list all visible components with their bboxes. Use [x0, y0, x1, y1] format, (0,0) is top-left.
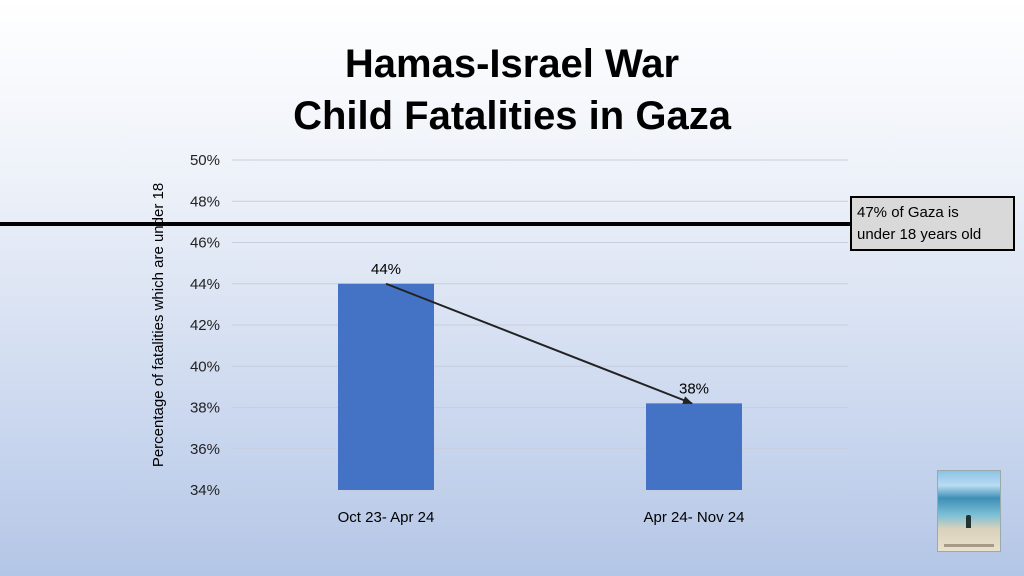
y-axis-label: Percentage of fatalities which are under… [150, 183, 167, 467]
chart-title-line1: Hamas-Israel War [344, 42, 680, 86]
y-tick-label: 38% [190, 400, 220, 417]
bar-data-label: 38% [679, 380, 709, 397]
y-tick-label: 48% [190, 193, 220, 210]
y-tick-label: 40% [190, 358, 220, 375]
y-tick-label: 34% [190, 482, 220, 499]
trend-arrow [385, 282, 693, 405]
photo-caption-mark [944, 544, 994, 547]
x-category-label: Apr 24- Nov 24 [644, 509, 745, 526]
bar [646, 403, 742, 490]
y-tick-label: 50% [190, 152, 220, 169]
beach-photo-thumbnail [937, 470, 1001, 552]
callout-line1: 47% of Gaza is [857, 204, 959, 221]
bar [338, 283, 434, 490]
y-tick-label: 36% [190, 441, 220, 458]
y-tick-label: 42% [190, 317, 220, 334]
callout-line2: under 18 years old [857, 226, 982, 243]
chart-title: Hamas-Israel War Child Fatalities in Gaz… [0, 38, 1024, 142]
y-tick-label: 44% [190, 276, 220, 293]
x-category-label: Oct 23- Apr 24 [338, 509, 435, 526]
bar-data-label: 44% [371, 261, 401, 278]
population-callout: 47% of Gaza is under 18 years old [850, 196, 1015, 251]
y-tick-label: 46% [190, 235, 220, 252]
chart-title-line2: Child Fatalities in Gaza [293, 94, 731, 138]
person-silhouette-icon [966, 515, 971, 528]
